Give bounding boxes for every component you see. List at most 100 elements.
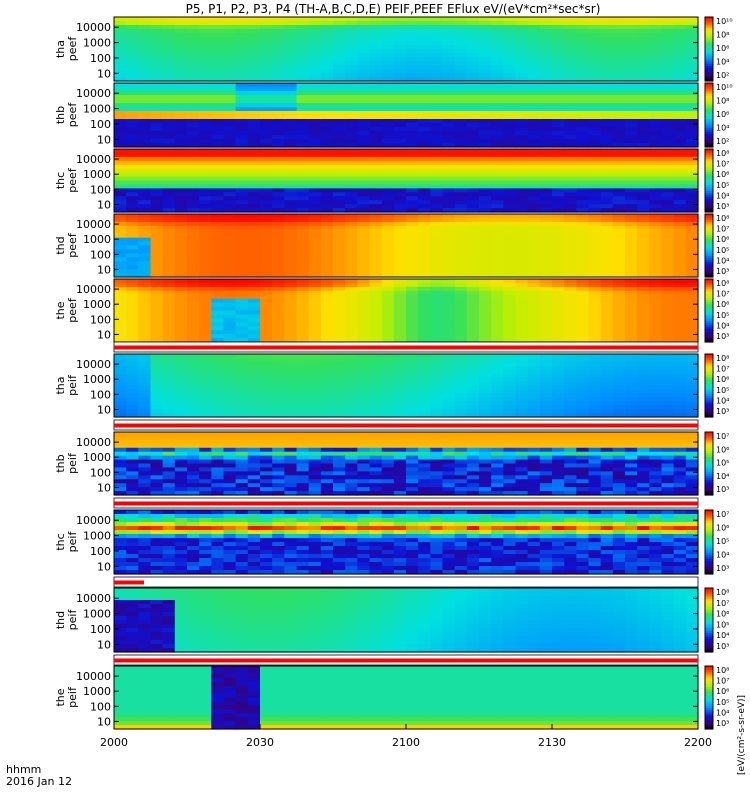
spectrogram-cell	[357, 83, 371, 88]
spectrogram-cell	[685, 322, 699, 327]
spectrogram-cell	[174, 208, 188, 213]
spectrogram-cell	[272, 184, 285, 189]
colorbar-swatch	[705, 87, 713, 90]
spectrogram-cell	[564, 385, 577, 391]
spectrogram-cell	[260, 37, 273, 42]
colorbar-swatch	[705, 337, 713, 341]
spectrogram-cell	[661, 282, 675, 288]
spectrogram-cell	[211, 249, 225, 254]
spectrogram-cell	[685, 357, 699, 363]
spectrogram-cell	[296, 208, 310, 213]
spectrogram-cell	[539, 237, 553, 243]
spectrogram-cell	[418, 217, 431, 223]
spectrogram-cell	[235, 229, 249, 235]
spectrogram-cell	[235, 294, 249, 300]
spectrogram-cell	[564, 103, 577, 108]
spectrogram-cell	[564, 397, 577, 402]
spectrogram-cell	[308, 257, 322, 262]
spectrogram-cell	[491, 176, 504, 182]
spectrogram-cell	[320, 334, 334, 339]
spectrogram-cell	[247, 95, 261, 100]
spectrogram-cell	[223, 241, 237, 247]
spectrogram-cell	[345, 326, 358, 331]
spectrogram-cell	[637, 330, 650, 335]
spectrogram-cell	[564, 298, 577, 304]
spectrogram-cell	[588, 17, 602, 22]
spectrogram-cell	[442, 37, 456, 42]
spectrogram-cell	[576, 269, 590, 274]
spectrogram-cell	[625, 37, 638, 42]
spectrogram-cell	[503, 401, 517, 406]
spectrogram-cell	[381, 302, 395, 308]
spectrogram-cell	[466, 310, 480, 316]
spectrogram-cell	[138, 29, 152, 34]
spectrogram-cell	[454, 49, 468, 54]
colorbar-swatch	[705, 339, 713, 343]
spectrogram-cell	[430, 115, 444, 120]
spectrogram-cell	[381, 334, 395, 339]
spectrogram-cell	[369, 306, 383, 312]
spectrogram-cell	[162, 29, 176, 34]
spectrogram-cell	[393, 241, 407, 247]
spectrogram-cell	[406, 149, 419, 154]
spectrogram-cell	[576, 37, 590, 42]
colorbar-swatch	[705, 362, 713, 366]
spectrogram-cell	[187, 111, 200, 116]
spectrogram-cell	[126, 405, 139, 410]
spectrogram-cell	[576, 413, 590, 418]
spectrogram-cell	[247, 164, 261, 170]
spectrogram-cell	[308, 168, 322, 174]
colorbar-swatch	[705, 274, 713, 278]
spectrogram-cell	[150, 483, 164, 488]
spectrogram-cell	[260, 95, 273, 100]
spectrogram-cell	[527, 188, 541, 193]
spectrogram-cell	[381, 135, 395, 140]
spectrogram-cell	[406, 99, 419, 104]
spectrogram-cell	[187, 318, 200, 323]
spectrogram-cell	[430, 298, 444, 304]
spectrogram-cell	[138, 127, 152, 132]
spectrogram-cell	[150, 221, 164, 227]
spectrogram-cell	[491, 369, 504, 375]
spectrogram-cell	[296, 310, 310, 316]
colorbar-swatch	[705, 314, 713, 318]
spectrogram-cell	[612, 160, 626, 166]
spectrogram-cell	[126, 164, 139, 170]
spectrogram-cell	[479, 168, 492, 174]
spectrogram-cell	[685, 217, 699, 223]
spectrogram-cell	[661, 365, 675, 371]
spectrogram-cell	[199, 306, 212, 312]
spectrogram-cell	[174, 103, 188, 108]
colorbar-swatch	[705, 370, 713, 374]
spectrogram-cell	[491, 241, 504, 247]
spectrogram-cell	[539, 405, 553, 410]
spectrogram-cell	[673, 77, 687, 82]
spectrogram-cell	[126, 401, 139, 406]
spectrogram-cell	[625, 361, 638, 367]
spectrogram-cell	[527, 69, 541, 74]
spectrogram-cell	[162, 265, 176, 270]
spectrogram-cell	[576, 286, 590, 292]
colorbar-swatch	[705, 176, 713, 179]
spectrogram-cell	[552, 149, 565, 154]
spectrogram-cell	[162, 180, 176, 186]
spectrogram-cell	[199, 200, 212, 205]
spectrogram-cell	[114, 306, 127, 312]
spectrogram-cell	[296, 357, 310, 363]
spectrogram-cell	[223, 265, 237, 270]
spectrogram-cell	[491, 95, 504, 100]
colorbar-swatch	[705, 144, 713, 148]
spectrogram-cell	[406, 217, 419, 223]
spectrogram-cell	[345, 33, 358, 38]
spectrogram-cell	[272, 389, 285, 394]
spectrogram-cell	[260, 160, 273, 166]
spectrogram-cell	[393, 294, 407, 300]
spectrogram-cell	[150, 217, 164, 223]
spectrogram-cell	[527, 373, 541, 379]
spectrogram-cell	[308, 143, 322, 148]
spectrogram-cell	[345, 143, 358, 148]
spectrogram-cell	[308, 83, 322, 88]
spectrogram-cell	[381, 369, 395, 375]
